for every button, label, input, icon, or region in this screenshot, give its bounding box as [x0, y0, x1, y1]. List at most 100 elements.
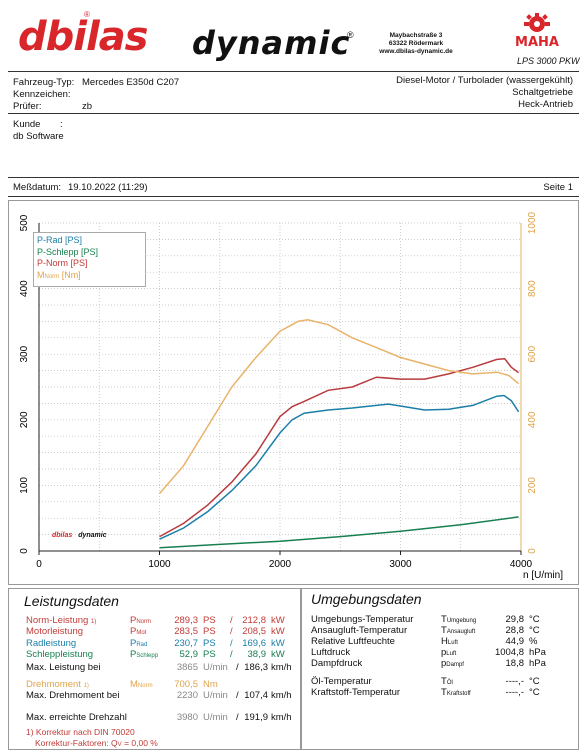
- perf-unit-kw: kW: [271, 626, 285, 638]
- symbol-sub: Schlepp: [136, 652, 159, 659]
- date-value: 19.10.2022 (11:29): [68, 182, 148, 193]
- symbol-sub: Norm: [137, 683, 153, 689]
- perf-max-power-label: Max. Leistung bei: [26, 662, 101, 673]
- env-value: 28,8: [505, 625, 525, 636]
- watermark-brand1: dbilas: [52, 532, 73, 539]
- drive-type: Heck-Antrieb: [518, 99, 573, 110]
- y-right-tick-label: 0: [527, 548, 538, 554]
- perf-max-torque-sep: /: [236, 690, 239, 701]
- device-model: LPS 3000 PKW: [517, 56, 580, 66]
- tester-label: Prüfer:: [13, 101, 42, 112]
- env-symbol: TUmgebung: [441, 614, 476, 625]
- series-line: [159, 358, 520, 538]
- perf-symbol: PRad: [130, 638, 147, 649]
- env-unit: hPa: [529, 647, 546, 658]
- perf-sep: /: [230, 648, 233, 660]
- perf-max-rpm-rpm-unit: U/min: [203, 712, 228, 723]
- symbol-sub: Ansaugluft: [446, 629, 476, 635]
- env-value: ----,-: [505, 687, 524, 698]
- env-symbol: HLuft: [441, 636, 458, 647]
- symbol: p: [441, 658, 447, 669]
- engine-type: Diesel-Motor / Turbolader (wassergekühlt…: [396, 75, 573, 86]
- watermark-brand2: dynamic: [78, 532, 107, 539]
- perf-unit-ps: PS: [203, 648, 216, 660]
- symbol: T: [441, 625, 447, 636]
- symbol-sub: Öl: [446, 680, 453, 686]
- symbol: H: [441, 636, 448, 647]
- gear-icon: [524, 13, 550, 32]
- perf-value-kw: 38,9: [247, 648, 267, 660]
- env-unit: °C: [529, 625, 540, 636]
- env-symbol: TKraftstoff: [441, 687, 471, 698]
- y-left-tick-label: 300: [19, 345, 30, 362]
- perf-max-torque-rpm-unit: U/min: [203, 690, 228, 701]
- env-label: Kraftstoff-Temperatur: [311, 687, 401, 698]
- y-left-tick-label: 400: [19, 280, 30, 297]
- dbilas-logo: dbilas: [18, 14, 148, 60]
- env-value: 1004,8: [494, 647, 524, 658]
- power-chart: 0 1000 2000 3000 4000 0 100 200 300 400 500 0 200 400…: [8, 200, 579, 585]
- perf-label: Norm-Leistung: [26, 615, 89, 626]
- registered-mark-2: ®: [347, 30, 354, 40]
- symbol: P: [130, 626, 137, 638]
- perf-symbol: PNorm: [130, 615, 151, 626]
- symbol-sub: Mot: [136, 630, 147, 637]
- perf-value-ps: 230,7: [174, 637, 198, 649]
- divider: [8, 196, 579, 197]
- perf-max-rpm-sep: /: [236, 712, 239, 723]
- x-tick-label: 4000: [510, 559, 533, 570]
- perf-max-power-speed: 186,3: [244, 662, 268, 673]
- env-unit: hPa: [529, 658, 546, 669]
- y-right-tick-label: 1000: [527, 211, 538, 234]
- perf-unit-kw: kW: [271, 637, 285, 649]
- env-symbol: TÖl: [441, 676, 453, 687]
- perf-max-torque-rpm: 2230: [176, 690, 198, 701]
- perf-max-power-rpm: 3865: [176, 662, 198, 673]
- y-right-tick-label: 600: [527, 345, 538, 362]
- legend-p-norm: P-Norm [PS]: [37, 258, 88, 268]
- vehicle-type-label: Fahrzeug-Typ:: [13, 77, 75, 88]
- legend-m-norm: MNorm [Nm]: [37, 270, 142, 284]
- perf-value-kw: 212,8: [242, 615, 266, 626]
- env-value: ----,-: [505, 676, 524, 687]
- address-block: Maybachstraße 3 63322 Rödermark www.dbil…: [372, 32, 460, 56]
- divider: [8, 113, 579, 114]
- customer-value: db Software: [13, 131, 64, 142]
- symbol-sub: Rad: [136, 641, 148, 648]
- divider: [8, 71, 579, 72]
- plate-label: Kennzeichen:: [13, 89, 71, 100]
- env-symbol: pDampf: [441, 658, 464, 669]
- perf-unit-ps: PS: [203, 626, 216, 638]
- y-left-tick-label: 500: [19, 214, 30, 231]
- y-right-tick-label: 200: [527, 477, 538, 494]
- maha-logo: MAHA: [512, 12, 562, 50]
- perf-label: Schleppleistung: [26, 648, 94, 660]
- perf-sep: /: [230, 626, 233, 638]
- divider: [8, 177, 579, 178]
- env-value: 29,8: [505, 614, 525, 625]
- date-label: Meßdatum:: [13, 182, 62, 193]
- perf-max-rpm-label: Max. erreichte Drehzahl: [26, 712, 127, 723]
- perf-max-torque-label: Max. Drehmoment bei: [26, 690, 120, 701]
- page-number: Seite 1: [543, 182, 573, 193]
- x-axis-label: n [U/min]: [523, 570, 563, 581]
- chart-svg: 0 1000 2000 3000 4000 0 100 200 300 400 500 0 200 400…: [19, 211, 563, 581]
- customer-sep: :: [60, 119, 63, 130]
- symbol-sub: Umgebung: [446, 618, 477, 624]
- env-unit: °C: [529, 687, 540, 698]
- perf-value-kw: 169,6: [242, 637, 266, 649]
- y-right-tick-label: 400: [527, 411, 538, 428]
- perf-symbol: PSchlepp: [130, 649, 158, 660]
- footnote-marker: 1): [83, 683, 89, 689]
- environment-panel: [301, 588, 579, 750]
- perf-value-ps: 283,5: [174, 626, 198, 638]
- dynamic-logo: dynamic: [192, 24, 351, 62]
- x-tick-label: 3000: [389, 559, 412, 570]
- env-label: Ansaugluft-Temperatur: [311, 625, 408, 636]
- customer-label: Kunde: [13, 119, 41, 130]
- env-value: 18,8: [505, 658, 525, 669]
- torque-unit: Nm: [203, 679, 218, 690]
- env-unit: °C: [529, 676, 540, 687]
- registered-mark: ®: [84, 10, 90, 19]
- legend-m-unit: [Nm]: [61, 269, 81, 280]
